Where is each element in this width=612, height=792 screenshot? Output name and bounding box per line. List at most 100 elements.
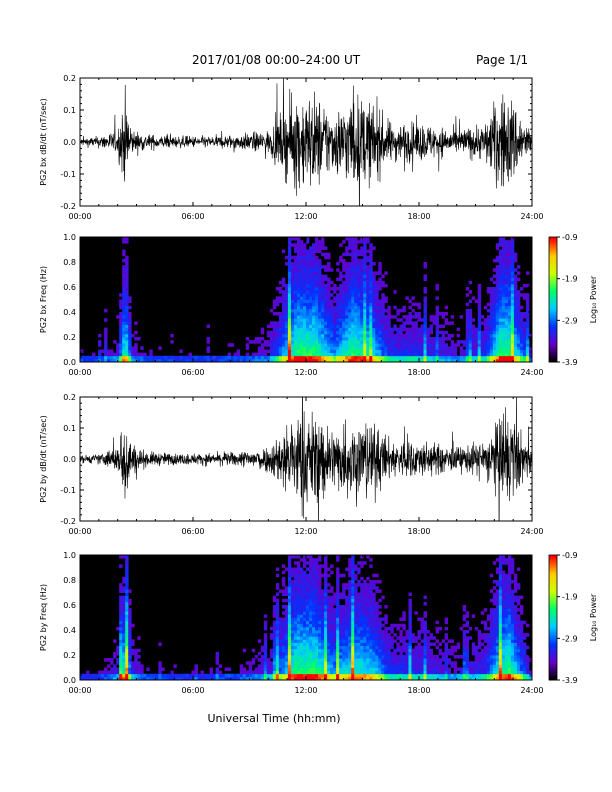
spectrogram-cell	[327, 299, 331, 304]
spectrogram-cell	[278, 352, 283, 357]
spectrogram-cell	[302, 246, 307, 250]
spectrogram-cell	[390, 333, 394, 338]
spectrogram-cell	[351, 639, 355, 643]
spectrogram-cell	[336, 670, 340, 675]
spectrogram-cell	[408, 333, 412, 338]
spectrogram-cell	[408, 623, 412, 628]
spectrogram-cell	[275, 636, 280, 640]
spectrogram-cell	[251, 352, 256, 357]
spectrogram-cell	[272, 642, 277, 647]
spectrogram-cell	[348, 324, 352, 329]
spectrogram-cell	[363, 249, 367, 254]
spectrogram-cell	[465, 318, 470, 322]
spectrogram-cell	[245, 346, 250, 350]
spectrogram-cell	[414, 611, 418, 615]
spectrogram-cell	[354, 352, 358, 357]
x-tick-label: 00:00	[68, 527, 91, 536]
spectrogram-cell	[321, 633, 325, 637]
spectrogram-cell	[507, 333, 512, 338]
spectrogram-cell	[423, 333, 427, 338]
spectrogram-cell	[290, 299, 295, 304]
spectrogram-cell	[312, 308, 316, 313]
spectrogram-cell	[480, 651, 485, 656]
spectrogram-cell	[339, 573, 343, 578]
spectrogram-cell	[215, 673, 220, 678]
spectrogram-cell	[369, 358, 373, 363]
spectrogram-cell	[369, 355, 373, 360]
spectrogram-cell	[128, 670, 132, 675]
spectrogram-cell	[390, 667, 394, 672]
spectrogram-cell	[489, 333, 494, 338]
spectrogram-cell	[501, 243, 506, 247]
spectrogram-cell	[137, 352, 141, 357]
spectrogram-cell	[269, 308, 274, 313]
spectrogram-cell	[128, 324, 132, 329]
spectrogram-cell	[296, 611, 301, 615]
spectrogram-cell	[450, 355, 455, 360]
spectrogram-cell	[312, 586, 316, 590]
spectrogram-cell	[281, 580, 286, 584]
spectrogram-cell	[522, 358, 527, 363]
spectrogram-cell	[278, 667, 283, 672]
spectrogram-cell	[354, 633, 358, 637]
spectrogram-cell	[441, 655, 446, 659]
spectrogram-cell	[525, 302, 530, 307]
colorbar-segment	[549, 284, 557, 288]
spectrogram-cell	[342, 265, 346, 269]
spectrogram-cell	[366, 293, 370, 297]
spectrogram-cell	[309, 655, 313, 659]
spectrogram-cell	[363, 290, 367, 294]
spectrogram-cell	[287, 645, 292, 650]
spectrogram-cell	[309, 343, 313, 347]
spectrogram-cell	[504, 274, 509, 279]
spectrogram-cell	[107, 664, 111, 668]
spectrogram-cell	[315, 567, 319, 572]
spectrogram-cell	[275, 355, 280, 360]
spectrogram-cell	[248, 661, 253, 665]
spectrogram-cell	[266, 664, 271, 668]
spectrogram-cell	[119, 608, 123, 612]
spectrogram-cell	[393, 327, 397, 332]
spectrogram-cell	[351, 614, 355, 618]
spectrogram-cell	[125, 255, 129, 260]
spectrogram-cell	[330, 636, 334, 640]
spectrogram-cell	[315, 608, 319, 612]
spectrogram-cell	[269, 324, 274, 329]
spectrogram-cell	[507, 315, 512, 319]
spectrogram-cell	[275, 630, 280, 634]
spectrogram-cell	[516, 299, 521, 304]
spectrogram-cell	[293, 570, 298, 575]
spectrogram-cell	[296, 639, 301, 643]
spectrogram-cell	[462, 623, 467, 628]
spectrogram-cell	[357, 333, 361, 338]
spectrogram-cell	[287, 639, 292, 643]
spectrogram-cell	[366, 611, 370, 615]
spectrogram-cell	[429, 330, 433, 335]
spectrogram-cell	[453, 358, 458, 363]
spectrogram-cell	[312, 576, 316, 581]
spectrogram-cell	[257, 337, 262, 341]
spectrogram-cell	[342, 240, 346, 244]
spectrogram-cell	[122, 268, 126, 272]
spectrogram-cell	[366, 608, 370, 612]
spectrogram-cell	[257, 670, 262, 675]
spectrogram-cell	[125, 595, 129, 600]
spectrogram-cell	[275, 586, 280, 590]
spectrogram-cell	[363, 605, 367, 609]
spectrogram-cell	[327, 302, 331, 307]
spectrogram-cell	[312, 274, 316, 279]
spectrogram-cell	[110, 673, 114, 678]
spectrogram-cell	[321, 246, 325, 250]
spectrogram-cell	[429, 642, 433, 647]
spectrogram-cell	[435, 630, 439, 634]
spectrogram-cell	[525, 333, 530, 338]
spectrogram-cell	[315, 337, 319, 341]
spectrogram-cell	[306, 583, 310, 587]
spectrogram-cell	[339, 343, 343, 347]
spectrogram-cell	[299, 268, 304, 272]
spectrogram-cell	[306, 318, 310, 322]
spectrogram-cell	[296, 312, 301, 316]
spectrogram-cell	[516, 337, 521, 341]
spectrogram-cell	[321, 349, 325, 354]
spectrogram-cell	[293, 305, 298, 310]
